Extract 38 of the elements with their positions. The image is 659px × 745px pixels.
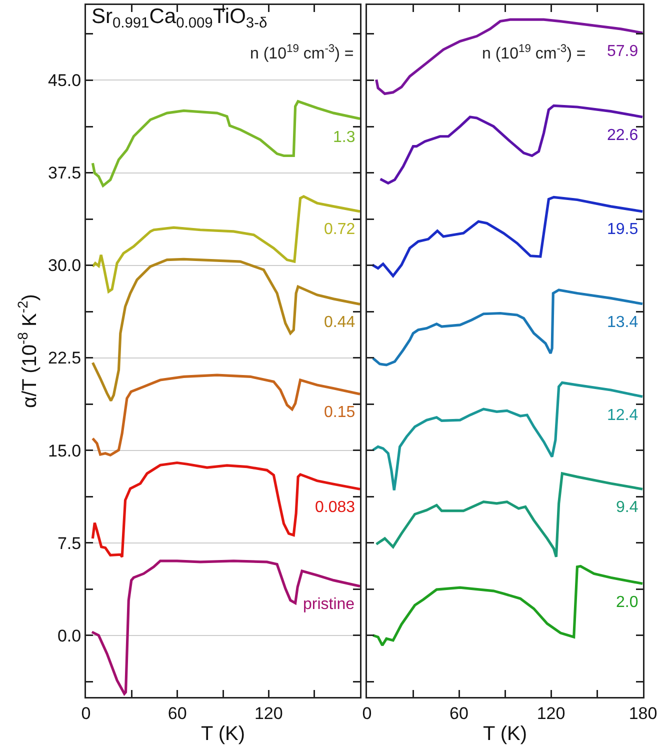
series-label: pristine [303,596,355,613]
x-axis-title: T (K) [482,723,528,745]
series-label: 0.15 [324,404,356,421]
series-label: 1.3 [333,129,356,146]
series-label: 9.4 [616,499,638,516]
x-axis-title: T (K) [200,723,246,745]
x-tick-label: 0 [81,704,91,723]
line-series [90,560,360,695]
series-label: 22.6 [607,127,638,144]
y-tick-label: 7.5 [57,534,82,553]
y-tick-label: 30.0 [48,256,82,276]
x-tick-label: 120 [254,704,283,723]
y-tick-label: 22.5 [48,348,82,368]
series-label: 0.44 [324,314,356,331]
x-tick-label: 60 [168,704,187,723]
series-label: 57.9 [607,43,638,60]
x-tick-label: 120 [536,704,566,723]
annotation: n (10$^{19}$ cm$^{-3}$) = [482,43,586,63]
series-label: 2.0 [616,594,638,611]
line-series [91,461,360,558]
series-label: 0.083 [315,499,356,516]
line-series [91,100,360,188]
x-tick-label: 180 [628,704,658,723]
x-tick-label: 60 [450,704,468,723]
chart-title: Sr$_{0.991}$Ca$_{0.009}$TiO$_{3-δ}$ [91,5,268,32]
y-tick-label: 0.0 [57,626,82,646]
series-label: 0.72 [324,221,356,238]
annotation: n (10$^{19}$ cm$^{-3}$) = [250,43,354,63]
line-series [91,374,360,456]
line-series [91,195,360,293]
series-label: 12.4 [607,407,638,424]
line-series [91,258,360,402]
series-label: 13.4 [607,314,638,331]
y-tick-label: 37.5 [48,164,82,183]
y-tick-label: 45.0 [48,71,82,90]
x-tick-label: 0 [362,704,372,723]
y-tick-label: 15.0 [48,441,82,460]
series-label: 19.5 [607,221,638,238]
